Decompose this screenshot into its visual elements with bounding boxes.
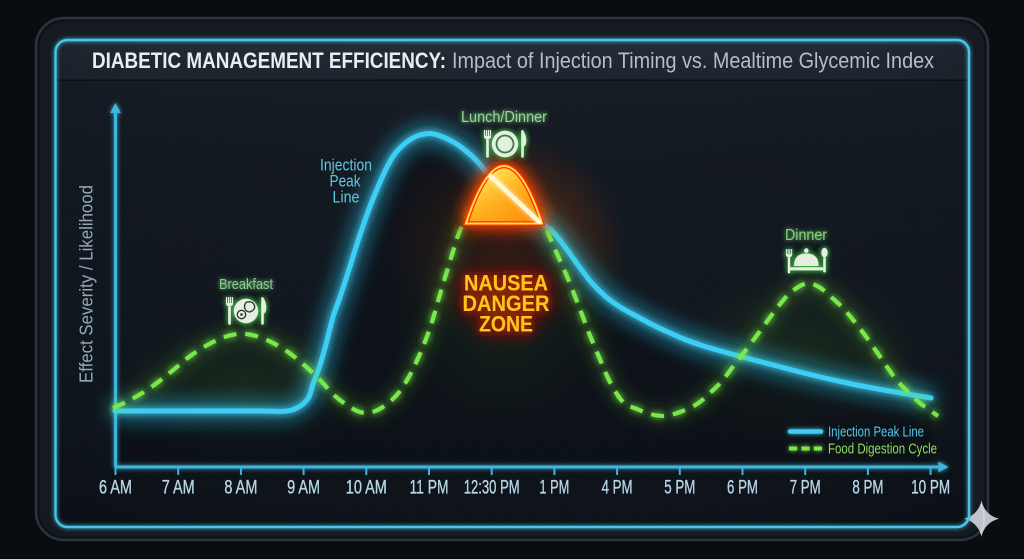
svg-text:8 PM: 8 PM: [852, 478, 883, 499]
svg-text:Injection: Injection: [320, 156, 372, 175]
svg-text:12:30 PM: 12:30 PM: [464, 478, 520, 499]
svg-text:Dinner: Dinner: [785, 227, 827, 244]
svg-text:6 PM: 6 PM: [727, 478, 758, 499]
svg-text:1 PM: 1 PM: [539, 478, 569, 499]
svg-text:Impact of Injection Timing vs.: Impact of Injection Timing vs. Mealtime …: [452, 48, 934, 73]
svg-text:DIABETIC MANAGEMENT EFFICIENCY: DIABETIC MANAGEMENT EFFICIENCY:: [92, 48, 446, 73]
svg-text:Line: Line: [333, 188, 360, 207]
svg-text:8 AM: 8 AM: [224, 478, 257, 499]
svg-text:6 AM: 6 AM: [99, 478, 132, 499]
svg-text:Food Digestion Cycle: Food Digestion Cycle: [828, 441, 937, 458]
svg-text:7 PM: 7 PM: [790, 478, 821, 499]
svg-text:10 PM: 10 PM: [911, 478, 950, 499]
svg-text:DANGER: DANGER: [463, 291, 550, 316]
svg-text:Injection Peak Line: Injection Peak Line: [828, 424, 924, 441]
svg-text:7 AM: 7 AM: [162, 478, 195, 499]
svg-text:NAUSEA: NAUSEA: [464, 271, 548, 296]
svg-text:9 AM: 9 AM: [287, 478, 320, 499]
svg-text:10 AM: 10 AM: [346, 478, 387, 499]
svg-text:Effect Severity / Likelihood: Effect Severity / Likelihood: [77, 185, 97, 383]
svg-text:Breakfast: Breakfast: [219, 276, 274, 293]
svg-text:Lunch/Dinner: Lunch/Dinner: [461, 109, 547, 126]
svg-text:4 PM: 4 PM: [602, 478, 633, 499]
svg-text:ZONE: ZONE: [479, 312, 533, 337]
svg-text:11 PM: 11 PM: [410, 478, 449, 499]
svg-text:5 PM: 5 PM: [664, 478, 695, 499]
svg-text:Peak: Peak: [330, 172, 361, 191]
